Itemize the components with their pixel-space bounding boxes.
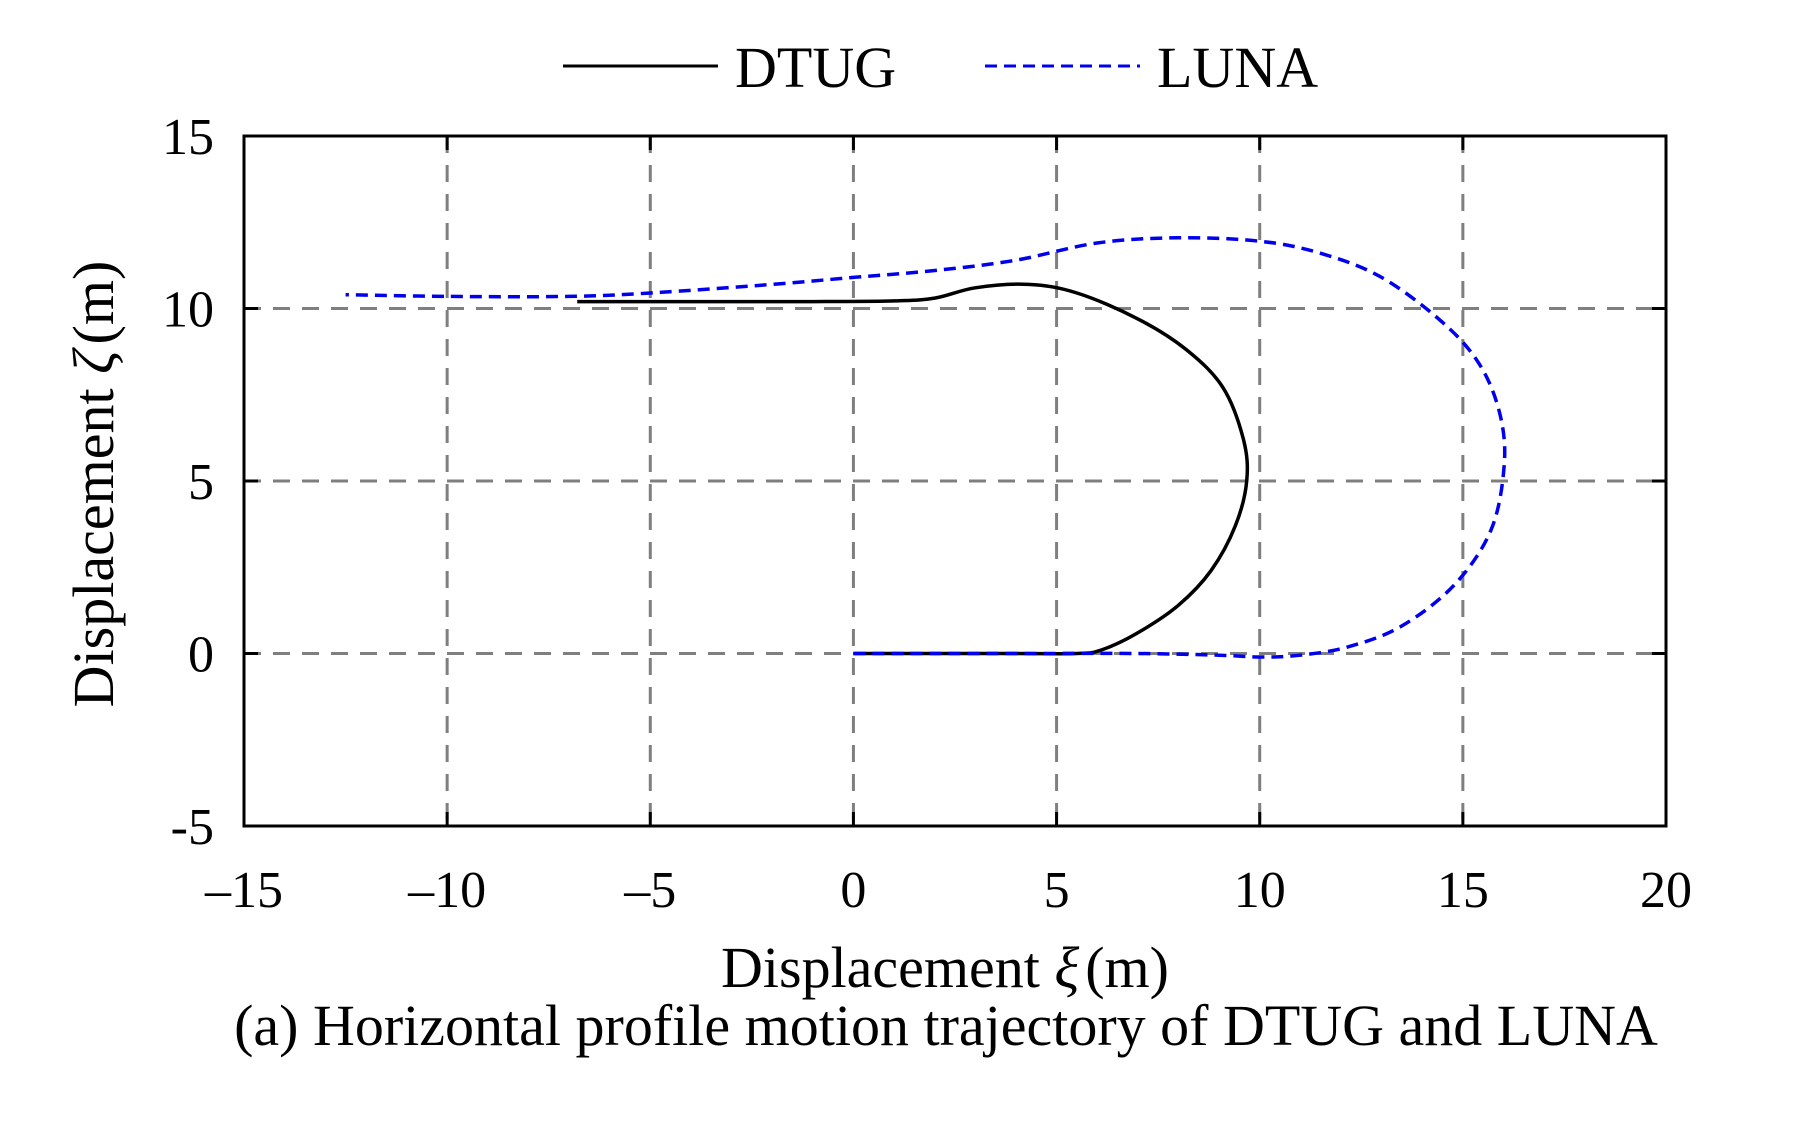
tick-labels: –15 –10 –5 0 5 10 15 20 -5 0 5 10 15 [162, 109, 1692, 919]
axis-ticks [242, 134, 1668, 828]
y-tick-label: 5 [188, 454, 214, 511]
series-layer [345, 236, 1507, 659]
x-axis-label-symbol: ξ [1054, 935, 1079, 1000]
x-axis-label-unit: (m) [1085, 935, 1169, 1000]
y-tick-label: 0 [188, 627, 214, 684]
y-axis-label-unit: (m) [61, 261, 126, 345]
y-tick-label: 10 [162, 282, 214, 339]
legend: DTUG LUNA [563, 35, 1318, 100]
y-tick-label: -5 [171, 799, 214, 856]
figure-caption: (a) Horizontal profile motion trajectory… [234, 993, 1658, 1058]
x-tick-label: 5 [1044, 862, 1070, 919]
x-tick-label: –5 [623, 862, 676, 919]
x-axis-label: Displacement ξ (m) [721, 935, 1169, 1000]
grid-lines [244, 136, 1666, 826]
y-axis-label: Displacement ζ(m) [61, 261, 126, 708]
x-tick-label: –15 [204, 862, 283, 919]
legend-label-dtug: DTUG [735, 35, 896, 100]
x-tick-label: 10 [1234, 862, 1286, 919]
legend-label-luna: LUNA [1157, 35, 1318, 100]
x-tick-label: –10 [407, 862, 486, 919]
x-tick-label: 20 [1640, 862, 1692, 919]
x-tick-label: 15 [1437, 862, 1489, 919]
series-line-dtug [577, 282, 1250, 656]
y-axis-label-prefix: Displacement [61, 374, 126, 707]
series-line-luna [345, 236, 1507, 659]
y-tick-label: 15 [162, 109, 214, 166]
x-axis-label-prefix: Displacement [721, 935, 1054, 1000]
x-tick-label: 0 [840, 862, 866, 919]
y-axis-label-symbol: ζ [61, 347, 126, 374]
